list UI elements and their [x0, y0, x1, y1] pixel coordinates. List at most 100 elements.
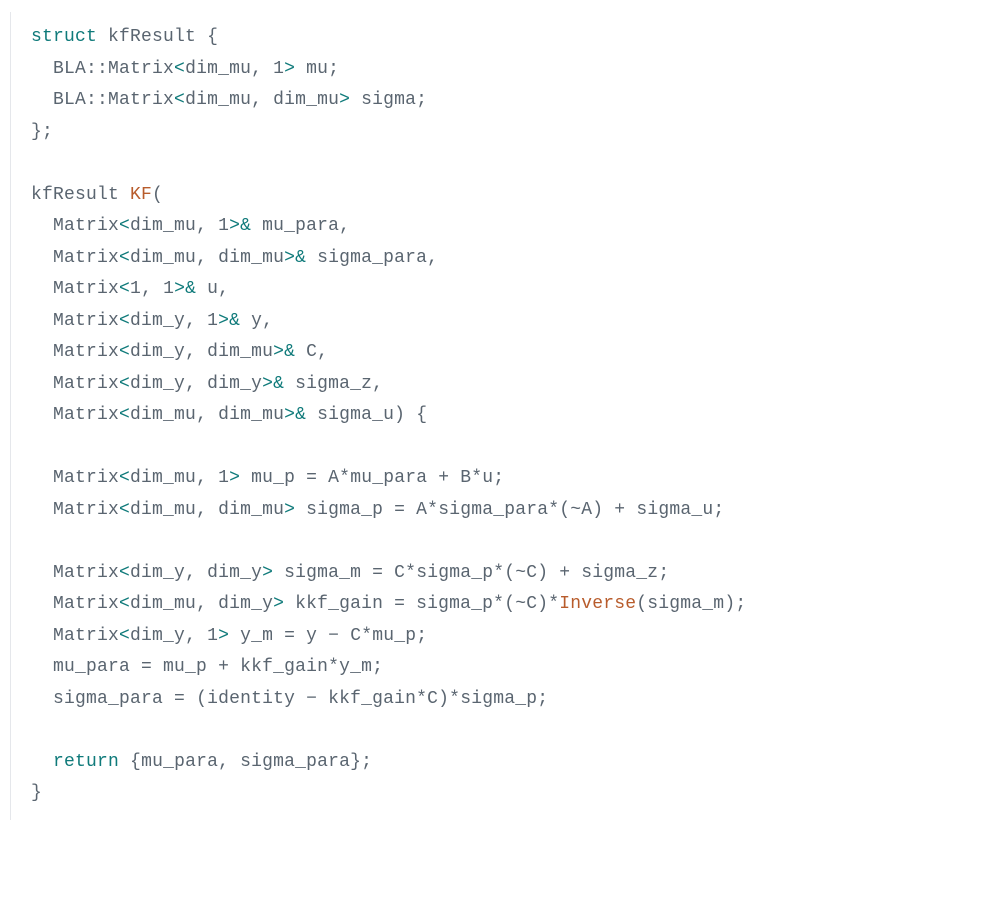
type-kfResult: kfResult [31, 185, 119, 205]
tilde: ~ [515, 594, 526, 614]
type-matrix: Matrix [53, 405, 119, 425]
keyword-return: return [53, 752, 119, 772]
semicolon: ; [328, 59, 339, 79]
lparen: ( [152, 185, 163, 205]
minus: − [317, 626, 350, 646]
lparen: ( [504, 563, 515, 583]
ident-dim_y: dim_y [130, 626, 185, 646]
semicolon: ; [416, 90, 427, 110]
ident-dim_mu: dim_mu [218, 405, 284, 425]
type-bla-matrix: BLA::Matrix [53, 59, 174, 79]
lbrace: { [207, 27, 218, 47]
ident-dim_mu: dim_mu [130, 405, 196, 425]
gt: > [218, 626, 229, 646]
ident-sigma_z: sigma_z [295, 374, 372, 394]
ident-sigma: sigma [361, 90, 416, 110]
ident-dim_mu: dim_mu [130, 248, 196, 268]
gt: > [339, 90, 350, 110]
ident-dim_mu: dim_mu [218, 500, 284, 520]
ident-one: 1 [163, 279, 174, 299]
comma: , [196, 594, 218, 614]
ident-dim_y: dim_y [130, 563, 185, 583]
lt: < [119, 342, 130, 362]
gt: > [284, 405, 295, 425]
star: * [548, 500, 559, 520]
ident-dim_y: dim_y [207, 374, 262, 394]
space [295, 59, 306, 79]
comma: , [196, 405, 218, 425]
star: * [548, 594, 559, 614]
tilde: ~ [515, 563, 526, 583]
ident-mu_p: mu_p [372, 626, 416, 646]
ident-kkf_gain: kkf_gain [295, 594, 383, 614]
amp: & [185, 279, 196, 299]
ident-sigma_p: sigma_p [460, 689, 537, 709]
amp: & [295, 248, 306, 268]
lparen: ( [504, 594, 515, 614]
amp: & [240, 216, 251, 236]
ident-mu_para: mu_para [141, 752, 218, 772]
type-matrix: Matrix [53, 311, 119, 331]
type-matrix: Matrix [53, 626, 119, 646]
semicolon: ; [735, 594, 746, 614]
semicolon: ; [537, 689, 548, 709]
keyword-struct: struct [31, 27, 97, 47]
gt: > [174, 279, 185, 299]
comma: , [185, 342, 207, 362]
star: * [427, 500, 438, 520]
lt: < [119, 374, 130, 394]
comma: , [427, 248, 438, 268]
minus: − [295, 689, 328, 709]
space [273, 563, 284, 583]
plus: + [603, 500, 636, 520]
plus: + [427, 468, 460, 488]
semicolon: ; [361, 752, 372, 772]
type-bla-matrix: BLA::Matrix [53, 90, 174, 110]
func-KF: KF [130, 185, 152, 205]
ident-identity: identity [207, 689, 295, 709]
lt: < [119, 563, 130, 583]
comma: , [196, 216, 218, 236]
space [251, 216, 262, 236]
ident-sigma_u: sigma_u [317, 405, 394, 425]
rparen: ) [724, 594, 735, 614]
rbrace: } [31, 783, 42, 803]
eq: = [130, 657, 163, 677]
type-matrix: Matrix [53, 279, 119, 299]
plus: + [207, 657, 240, 677]
comma: , [196, 248, 218, 268]
lt: < [174, 90, 185, 110]
comma: , [141, 279, 163, 299]
ident-C: C [427, 689, 438, 709]
semicolon: ; [713, 500, 724, 520]
comma: , [218, 752, 240, 772]
ident-sigma_p: sigma_p [416, 563, 493, 583]
ident-u: u [482, 468, 493, 488]
ident-y: y [306, 626, 317, 646]
ident-y_m: y_m [339, 657, 372, 677]
rparen: ) [537, 594, 548, 614]
type-kfResult: kfResult [108, 27, 196, 47]
lt: < [119, 594, 130, 614]
star: * [449, 689, 460, 709]
ident-mu: mu [306, 59, 328, 79]
ident-dim_y: dim_y [218, 594, 273, 614]
star: * [493, 594, 504, 614]
space [284, 594, 295, 614]
ident-y: y [251, 311, 262, 331]
comma: , [185, 311, 207, 331]
comma: , [196, 468, 218, 488]
star: * [493, 563, 504, 583]
type-matrix: Matrix [53, 468, 119, 488]
rbrace: } [350, 752, 361, 772]
ident-C: C [306, 342, 317, 362]
ident-one: 1 [207, 311, 218, 331]
tilde: ~ [570, 500, 581, 520]
gt: > [273, 594, 284, 614]
space [350, 90, 361, 110]
space [306, 405, 317, 425]
semicolon: ; [42, 122, 53, 142]
semicolon: ; [416, 626, 427, 646]
rbrace: } [31, 122, 42, 142]
ident-A: A [416, 500, 427, 520]
